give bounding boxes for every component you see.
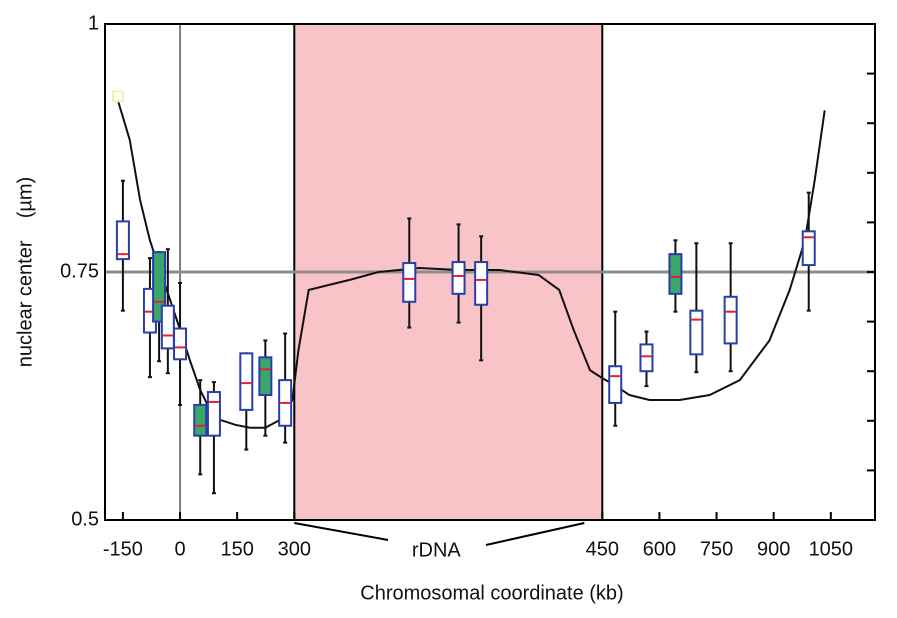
box [639, 343, 654, 373]
box [206, 391, 221, 437]
x-tick-label: 1050 [809, 538, 854, 560]
x-tick-label: 600 [643, 538, 676, 560]
box [193, 403, 208, 437]
x-tick-label: 300 [278, 538, 311, 560]
box [689, 309, 704, 356]
x-axis-label: Chromosomal coordinate (kb) [360, 582, 623, 604]
box [160, 304, 175, 350]
x-tick-label: 900 [757, 538, 790, 560]
box [173, 327, 188, 361]
y-tick-label: 0.5 [71, 508, 99, 530]
box [801, 230, 816, 267]
y-axis-label: nuclear center (µm) [14, 177, 36, 367]
x-tick-label: 0 [174, 538, 185, 560]
box [608, 365, 623, 404]
x-tick-label: -150 [103, 538, 143, 560]
region-pointer [294, 522, 389, 541]
box [258, 356, 273, 397]
box [152, 251, 167, 323]
box [402, 262, 417, 303]
box [115, 220, 130, 261]
box [474, 261, 489, 306]
x-tick-label: 750 [700, 538, 733, 560]
box [239, 352, 254, 411]
box [668, 253, 683, 295]
y-tick-label: 1 [88, 12, 99, 34]
box [451, 261, 466, 295]
x-tick-label: 450 [586, 538, 619, 560]
region-label: rDNA [412, 539, 462, 561]
box [723, 295, 738, 345]
x-tick-label: 150 [220, 538, 253, 560]
y-tick-label: 0.75 [60, 260, 99, 282]
marker [111, 90, 124, 103]
region-pointer [485, 522, 585, 546]
